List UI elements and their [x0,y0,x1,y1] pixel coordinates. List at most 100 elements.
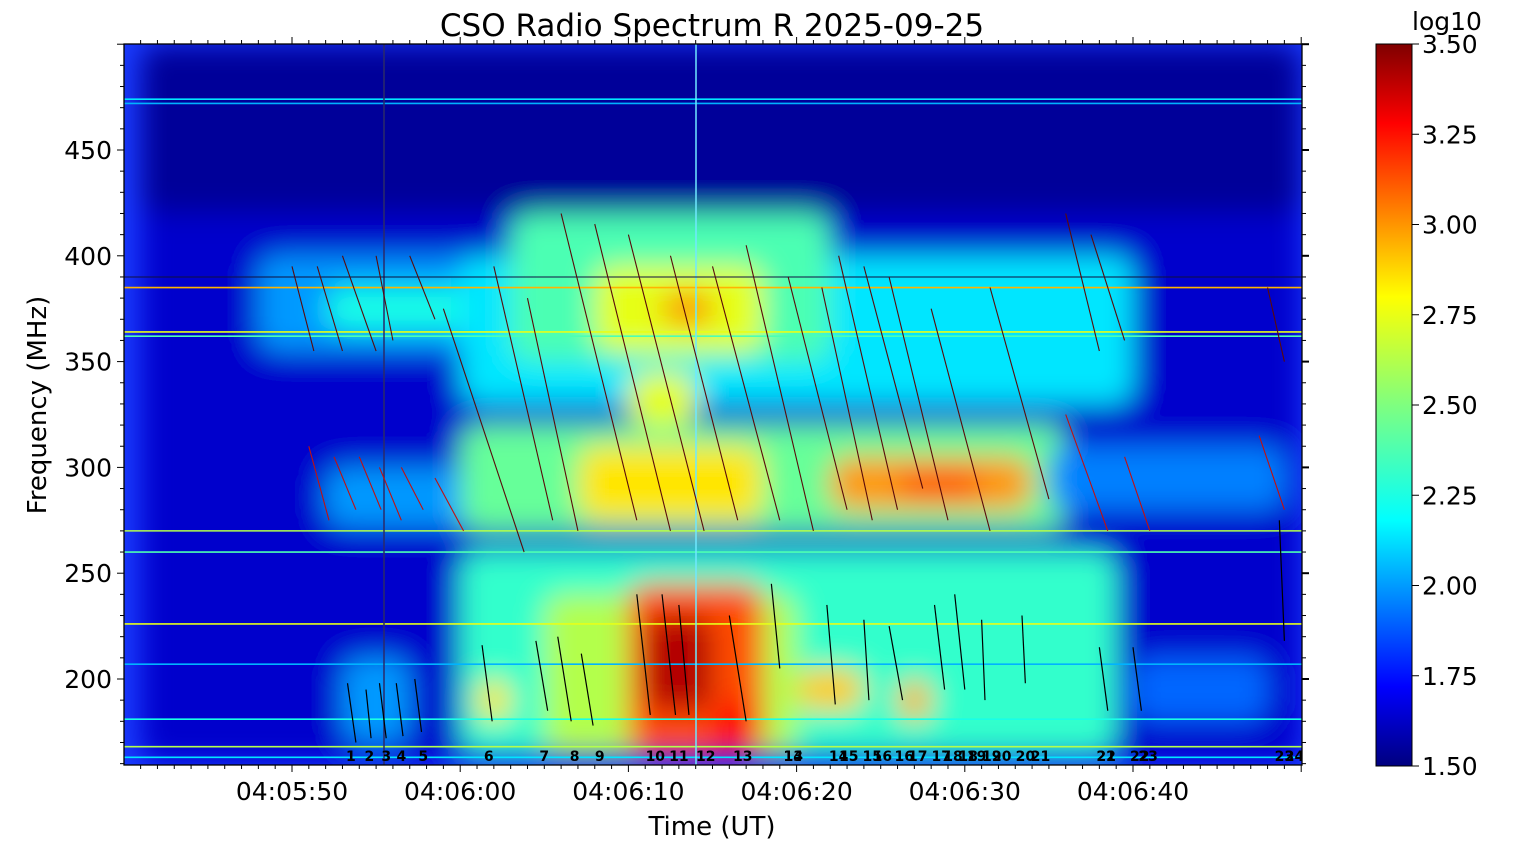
burst-label: 15 [863,749,882,765]
burst-label: 17 [932,749,951,765]
burst-label: 14 [829,749,849,765]
y-tick-label: 450 [64,136,112,165]
burst-label: 19 [982,749,1001,765]
burst-track [636,594,651,716]
intensity-region [477,679,511,722]
x-axis-label: Time (UT) [647,812,775,842]
intensity-region [140,44,1302,214]
intensity-region [342,657,410,743]
y-axis: 200 250 300 350 400 450 [64,43,1309,765]
burst-label: 22 [1096,749,1115,765]
burst-track [378,467,402,521]
colorbar-tick-label: 2.00 [1422,572,1478,601]
burst-track [711,266,781,521]
burst-track [434,477,465,532]
burst-label: 12 [696,749,715,765]
y-tick-label: 300 [64,453,112,482]
burst-label: 3 [381,749,391,765]
burst-label: 21 [1031,749,1050,765]
burst-track [1132,647,1143,711]
burst-track [787,276,848,510]
burst-track [888,625,904,701]
burst-track [400,467,424,510]
y-tick-label: 200 [64,665,112,694]
burst-track [395,683,404,737]
burst-track [358,456,382,510]
intensity-region [577,446,763,521]
burst-label: 23 [1275,749,1294,765]
burst-label: 1 [346,749,356,765]
intensity-regions [140,44,1302,764]
y-tick-label: 350 [64,348,112,377]
burst-label: 14 [783,749,803,765]
burst-label: 13 [733,749,752,765]
burst-track [291,266,315,352]
intensity-region [897,679,932,722]
burst-label: 11 [669,749,688,765]
burst-label: 16 [873,749,892,765]
burst-label: 18 [958,749,977,765]
y-tick-label: 400 [64,242,112,271]
burst-track [1090,234,1126,341]
burst-track [826,604,836,705]
burst-label: 21 [1096,749,1115,765]
colorbar-tick-label: 3.25 [1422,120,1478,149]
burst-label: 23 [1138,749,1157,765]
burst-label: 17 [908,749,927,765]
burst-track [888,276,949,521]
burst-label: 6 [484,749,494,765]
burst-track [1124,456,1151,532]
burst-track [1267,287,1285,362]
burst-track [933,604,946,690]
y-tick-label: 250 [64,559,112,588]
burst-label: 7 [539,749,549,765]
burst-track [678,604,690,716]
intensity-region [796,668,864,711]
burst-track [669,255,739,521]
y-axis-label: Frequency (MHz) [23,296,53,515]
burst-track [728,615,747,722]
x-tick-label: 04:06:30 [909,777,1021,806]
burst-track [594,223,671,532]
burst-track [770,583,781,669]
burst-track [981,619,986,701]
burst-label: 24 [1285,749,1305,765]
burst-track [1278,520,1285,641]
intensity-region [1048,446,1285,510]
burst-track [989,287,1050,500]
intensity-region [645,615,713,711]
burst-track [661,594,677,716]
burst-track [745,245,814,532]
burst-track [365,689,372,739]
colorbar: log10 1.50 1.75 2.00 2.25 2.50 2.75 3.00 3.25 3.… [1375,7,1482,781]
colorbar-tick-label: 3.00 [1422,211,1478,240]
burst-label: 13 [783,749,802,765]
colorbar-gradient [1375,43,1413,767]
colorbar-tick-label: 2.75 [1422,301,1478,330]
burst-track [580,653,594,726]
burst-track [481,645,493,722]
burst-track [526,298,579,531]
burst-track [838,255,899,510]
intensity-region [1133,657,1268,722]
burst-track [954,594,966,690]
burst-label: 19 [967,749,986,765]
burst-track [1258,435,1285,510]
burst-track [1065,213,1100,352]
burst-track [316,266,343,352]
burst-track [333,456,357,510]
burst-label: 8 [570,749,580,765]
burst-label: 10 [646,749,666,765]
x-tick-label: 04:06:40 [1077,777,1189,806]
burst-track [308,446,330,521]
chart-title: CSO Radio Spectrum R 2025-09-25 [440,8,984,44]
burst-track [1098,647,1109,711]
burst-label: 20 [1016,749,1036,765]
burst-track [414,678,423,732]
x-tick-label: 04:06:20 [740,777,852,806]
burst-track [493,266,554,521]
intensity-region [712,700,763,754]
intensity-region [628,372,696,426]
